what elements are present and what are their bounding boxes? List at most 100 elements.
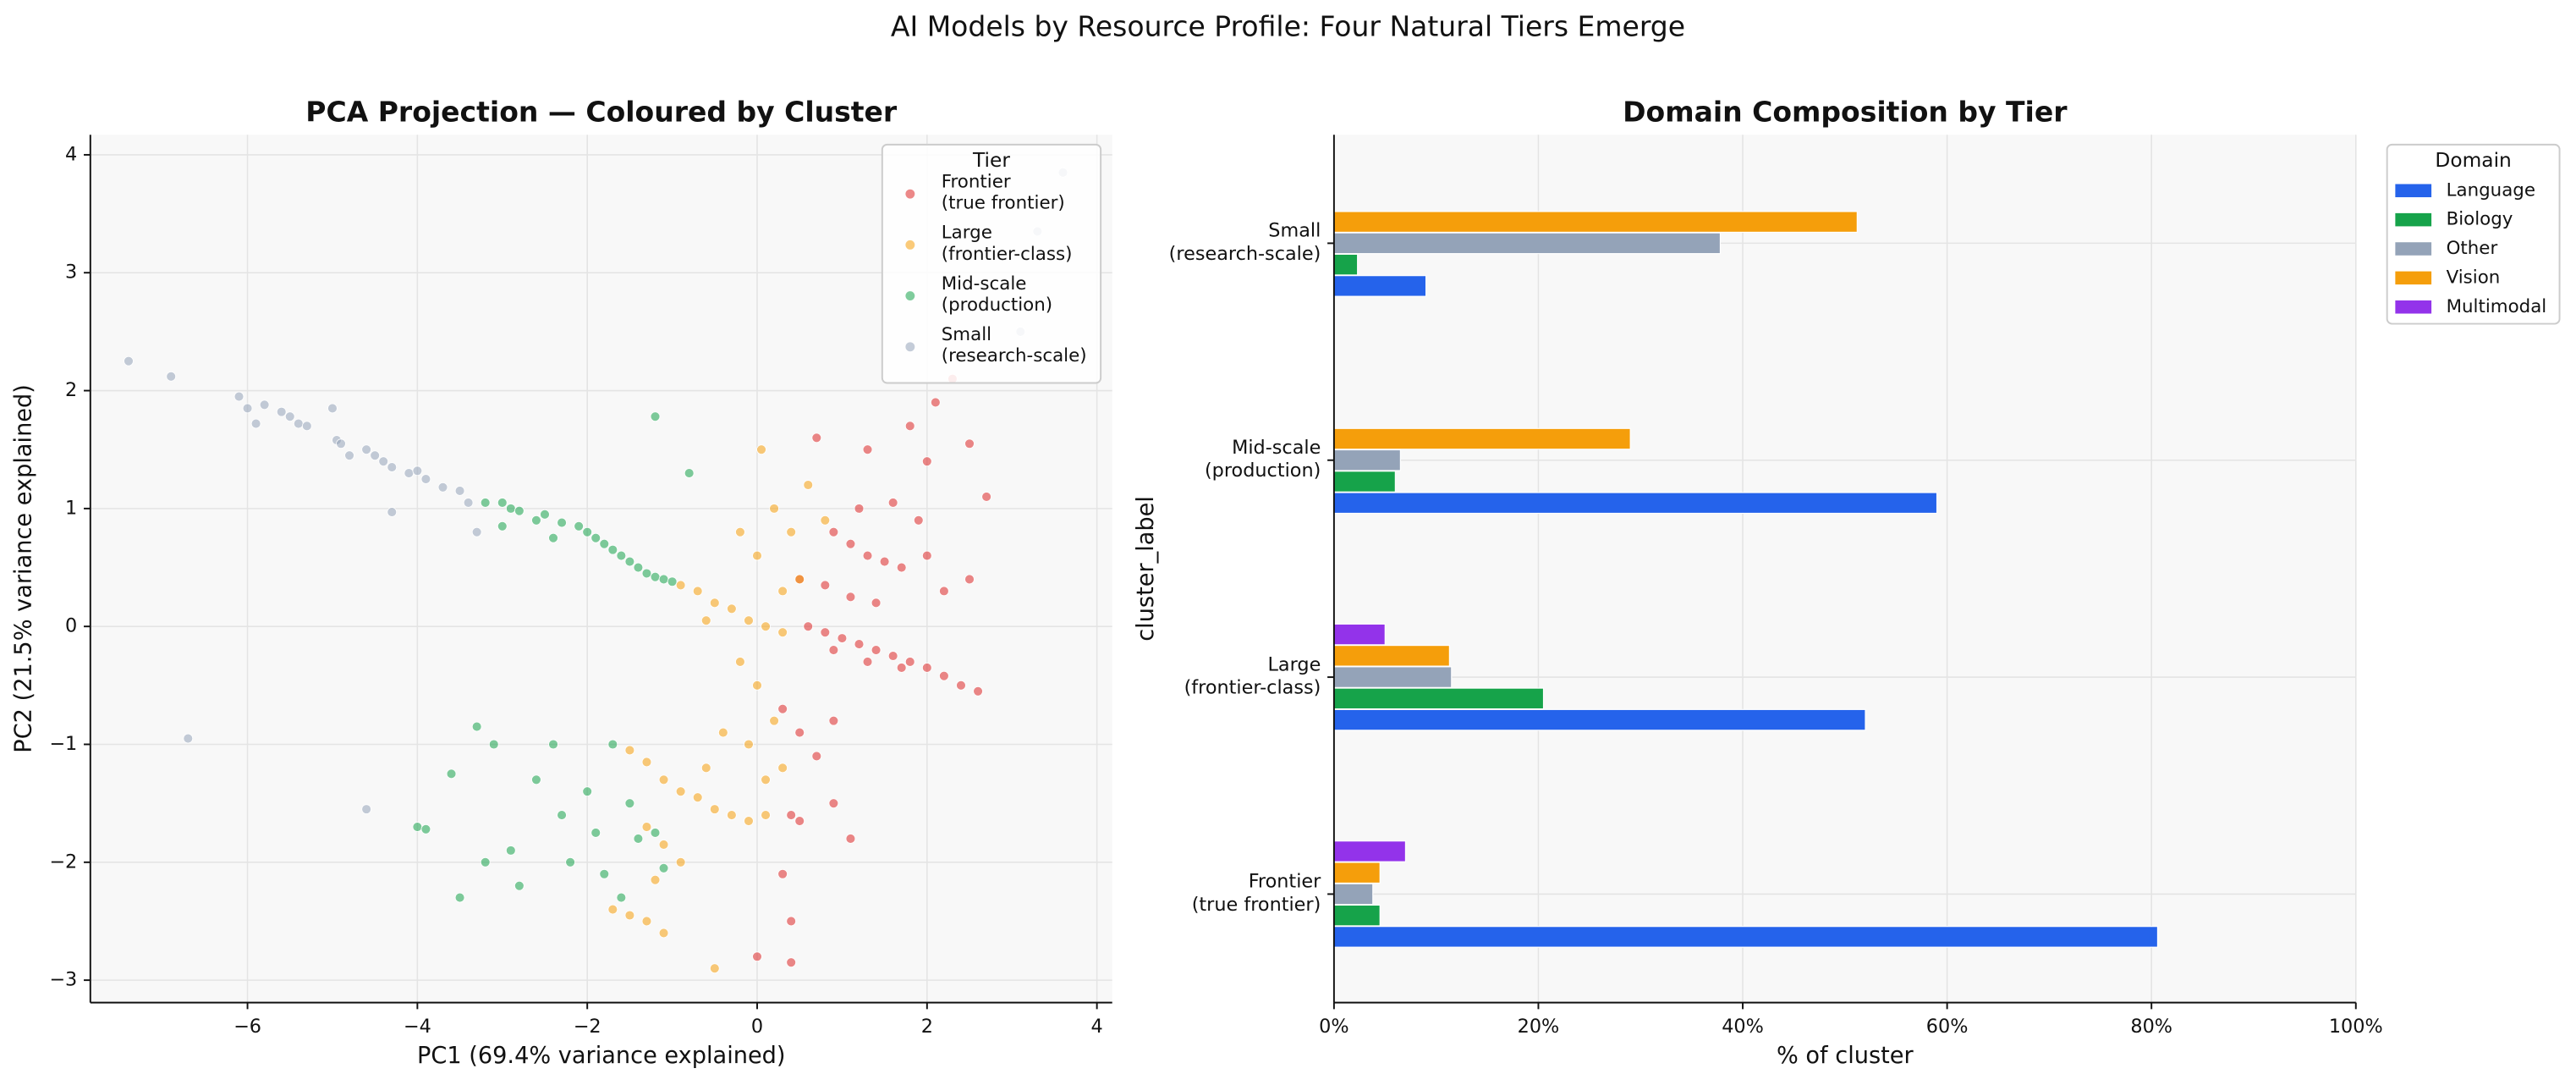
scatter-point [904, 421, 915, 432]
scatter-point [641, 568, 652, 579]
scatter-point [650, 411, 661, 422]
y-tick-label: Frontier (true frontier) [1191, 869, 1321, 916]
y-tick-label: 4 [65, 143, 77, 165]
scatter-point [505, 845, 516, 856]
scatter-point [531, 774, 541, 785]
bar [1333, 211, 1858, 233]
scatter-point [727, 810, 737, 820]
scatter-point [786, 957, 796, 968]
scatter-point [497, 520, 508, 531]
scatter-point [820, 515, 831, 526]
scatter-point [284, 411, 295, 422]
scatter-point [981, 492, 991, 502]
scatter-point [718, 727, 728, 738]
legend-swatch [2395, 300, 2432, 314]
bar [1333, 862, 1381, 884]
scatter-point [887, 498, 898, 508]
bar [1333, 840, 1407, 862]
x-axis-label: % of cluster [1777, 1043, 1914, 1069]
scatter-point [641, 757, 652, 768]
scatter-point [845, 592, 856, 603]
scatter-point [616, 550, 627, 561]
scatter-point [454, 892, 465, 903]
y-tick-label: Large (frontier-class) [1184, 652, 1321, 698]
scatter-point [650, 571, 661, 582]
scatter-point [624, 798, 635, 808]
scatter-point [412, 465, 423, 476]
scatter-point [574, 520, 584, 531]
scatter-point [828, 798, 839, 808]
scatter-point [166, 372, 177, 382]
x-tick-label: 40% [1722, 1016, 1764, 1038]
scatter-point [896, 562, 907, 573]
scatter-point [752, 680, 762, 691]
y-axis-label: PC2 (21.5% variance explained) [11, 384, 37, 753]
scatter-point [582, 526, 593, 537]
legend-label: Biology [2447, 209, 2513, 230]
legend-label: Other [2447, 238, 2498, 259]
scatter-point [361, 804, 371, 814]
scatter-point [650, 828, 661, 838]
legend-marker [905, 189, 915, 199]
legend-swatch [2395, 212, 2432, 227]
scatter-point [744, 816, 754, 826]
scatter-point [624, 910, 635, 921]
bar [1333, 275, 1427, 297]
scatter-point [973, 686, 983, 697]
scatter-point [931, 397, 941, 408]
bar [1333, 623, 1386, 646]
scatter-point [735, 526, 745, 537]
scatter-point [727, 603, 737, 614]
scatter-point [633, 562, 644, 573]
scatter-point [412, 822, 423, 832]
scatter-point [744, 739, 754, 750]
scatter-point [777, 586, 788, 597]
scatter-point [387, 462, 398, 472]
x-tick-label: 2 [921, 1016, 933, 1038]
legend-swatch [2395, 184, 2432, 198]
scatter-point [557, 810, 567, 820]
bar [1333, 645, 1450, 667]
plot-background [1333, 135, 2356, 1003]
scatter-point [420, 474, 431, 484]
scatter-point [658, 774, 669, 785]
legend-label: Multimodal [2447, 296, 2547, 317]
scatter-point [964, 438, 975, 449]
scatter-point [344, 450, 354, 461]
scatter-point [505, 504, 516, 514]
scatter-point [658, 928, 669, 939]
scatter-point [692, 586, 703, 597]
scatter-point [250, 418, 261, 429]
scatter-point [862, 657, 873, 667]
scatter-point [700, 615, 711, 626]
bar [1333, 926, 2159, 948]
scatter-point [794, 816, 805, 826]
x-tick-label: 0% [1319, 1016, 1348, 1038]
scatter-point [471, 721, 482, 732]
legend-title: Domain [2435, 149, 2511, 172]
bar [1333, 492, 1938, 515]
scatter-point [514, 880, 525, 891]
scatter-point [658, 574, 669, 585]
bar [1333, 232, 1722, 255]
scatter-point [607, 739, 618, 750]
scatter-point [786, 526, 796, 537]
scatter-point [777, 763, 788, 774]
scatter-point [692, 792, 703, 803]
scatter-point [293, 418, 304, 429]
scatter-point [548, 532, 558, 543]
scatter-point [590, 532, 601, 543]
scatter-point [327, 403, 338, 414]
scatter-point [794, 574, 805, 585]
x-tick-label: −4 [404, 1016, 431, 1038]
scatter-point [735, 657, 745, 667]
scatter-point [777, 627, 788, 637]
scatter-point [454, 486, 465, 496]
scatter-point [633, 834, 644, 844]
scatter-point [641, 822, 652, 832]
x-tick-label: 80% [2130, 1016, 2172, 1038]
x-tick-label: 100% [2329, 1016, 2383, 1038]
scatter-point [837, 633, 848, 643]
scatter-point [709, 963, 720, 974]
